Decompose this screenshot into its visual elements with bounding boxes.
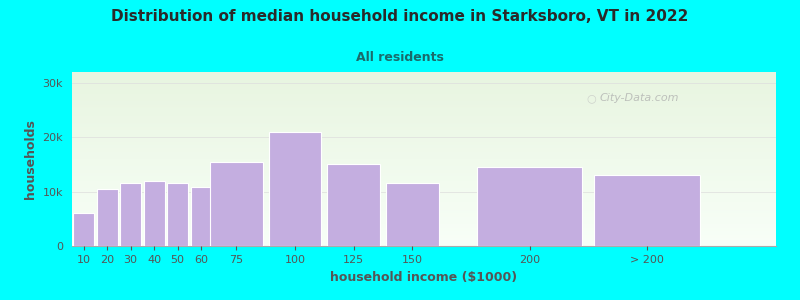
Y-axis label: households: households [24, 119, 37, 199]
Bar [269, 132, 322, 246]
Text: City-Data.com: City-Data.com [600, 93, 679, 103]
Bar [143, 181, 165, 246]
Bar [477, 167, 582, 246]
Bar [97, 189, 118, 246]
Bar [327, 164, 380, 246]
X-axis label: household income ($1000): household income ($1000) [330, 271, 518, 284]
Bar [594, 175, 700, 246]
Bar [120, 184, 142, 246]
Text: Distribution of median household income in Starksboro, VT in 2022: Distribution of median household income … [111, 9, 689, 24]
Bar [210, 162, 262, 246]
Text: All residents: All residents [356, 51, 444, 64]
Bar [167, 184, 188, 246]
Bar [73, 213, 94, 246]
Bar [386, 184, 438, 246]
Bar [190, 187, 212, 246]
Text: ○: ○ [586, 93, 596, 103]
